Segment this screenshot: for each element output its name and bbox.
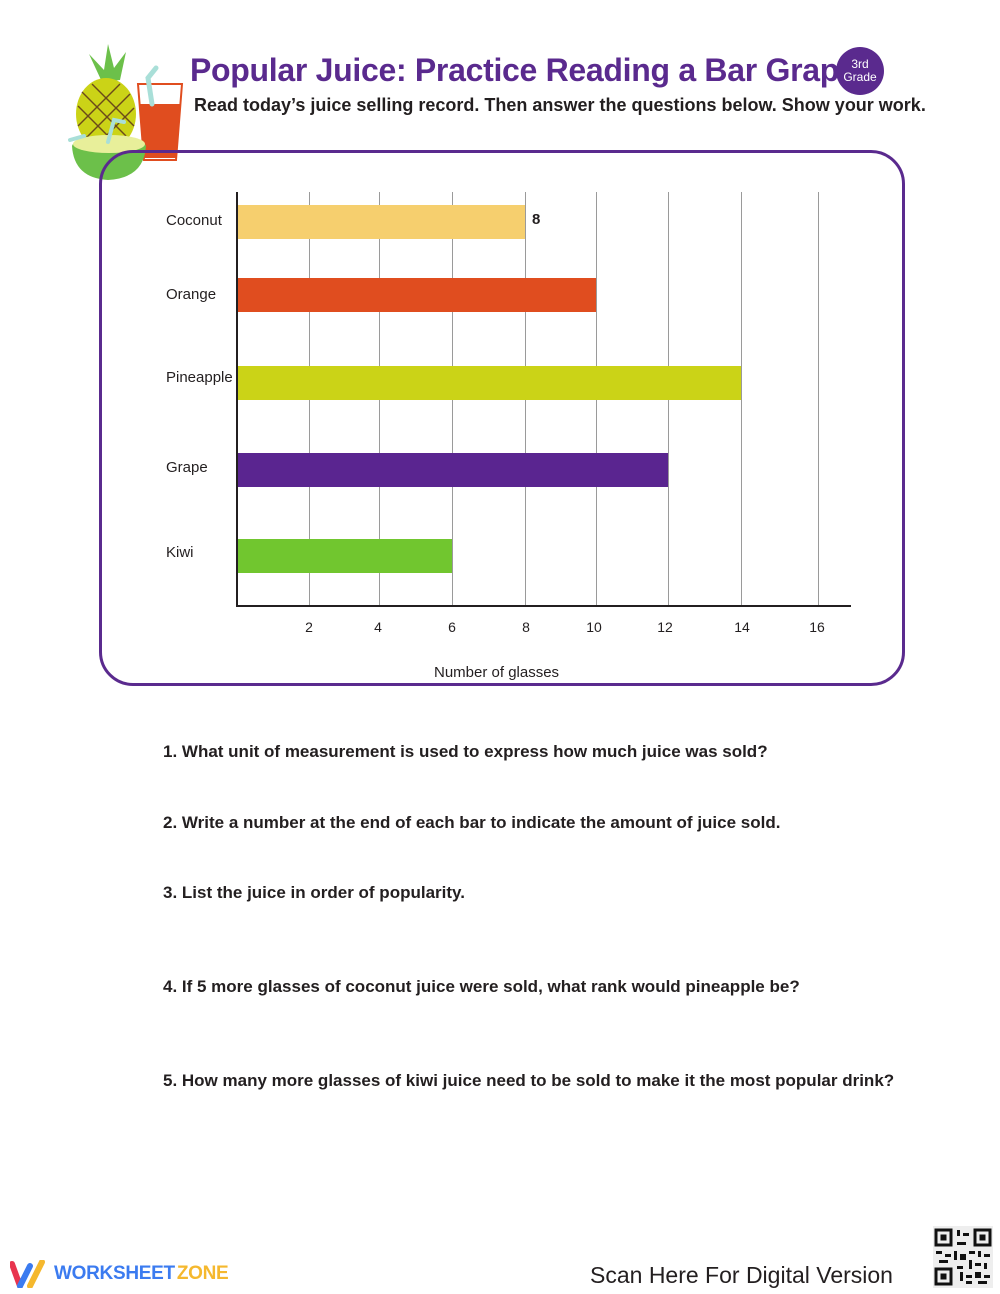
qr-code-icon: [934, 1228, 992, 1286]
gridline-14: [741, 192, 742, 606]
question-1: 1. What unit of measurement is used to e…: [163, 742, 768, 761]
juice-illustration: [64, 42, 188, 182]
page-title: Popular Juice: Practice Reading a Bar Gr…: [190, 52, 859, 88]
question-4: 4. If 5 more glasses of coconut juice we…: [163, 977, 800, 996]
worksheetzone-logo-icon: [10, 1260, 45, 1288]
tick-10: 10: [586, 619, 602, 635]
grade-badge-number: 3rd: [851, 57, 869, 71]
tick-12: 12: [657, 619, 673, 635]
bar-kiwi: [238, 539, 452, 573]
bar-pineapple: [238, 366, 741, 400]
label-coconut: Coconut: [166, 212, 222, 229]
y-axis: [236, 192, 238, 607]
x-axis-label: Number of glasses: [434, 664, 560, 681]
label-pineapple: Pineapple: [166, 369, 233, 386]
scan-digital-version-text: Scan Here For Digital Version: [590, 1262, 893, 1288]
bar-coconut: [238, 205, 525, 239]
grade-badge: 3rd Grade: [836, 47, 884, 95]
worksheetzone-logo[interactable]: WORKSHEET ZONE: [10, 1260, 229, 1288]
x-axis: [236, 605, 851, 607]
question-3: 3. List the juice in order of popularity…: [163, 883, 465, 902]
question-2: 2. Write a number at the end of each bar…: [163, 813, 781, 832]
bar-grape: [238, 453, 668, 487]
tick-6: 6: [448, 619, 456, 635]
label-orange: Orange: [166, 286, 217, 303]
tick-14: 14: [734, 619, 750, 635]
tick-4: 4: [374, 619, 382, 635]
bar-orange: [238, 278, 596, 312]
label-grape: Grape: [166, 459, 208, 476]
qr-code[interactable]: [933, 1226, 993, 1288]
coconut-value-label: 8: [532, 211, 541, 228]
tick-8: 8: [522, 619, 530, 635]
question-5: 5. How many more glasses of kiwi juice n…: [163, 1071, 895, 1090]
label-kiwi: Kiwi: [166, 544, 194, 561]
tick-16: 16: [809, 619, 825, 635]
chart-frame: [99, 150, 905, 686]
pineapple-coconut-juice-icon: [68, 44, 184, 180]
tick-2: 2: [305, 619, 313, 635]
instructions: Read today’s juice selling record. Then …: [194, 95, 926, 115]
logo-text-zone: ZONE: [176, 1263, 229, 1284]
grade-badge-label: Grade: [843, 70, 877, 84]
gridline-16: [818, 192, 819, 606]
logo-text-worksheet: WORKSHEET: [54, 1263, 175, 1284]
